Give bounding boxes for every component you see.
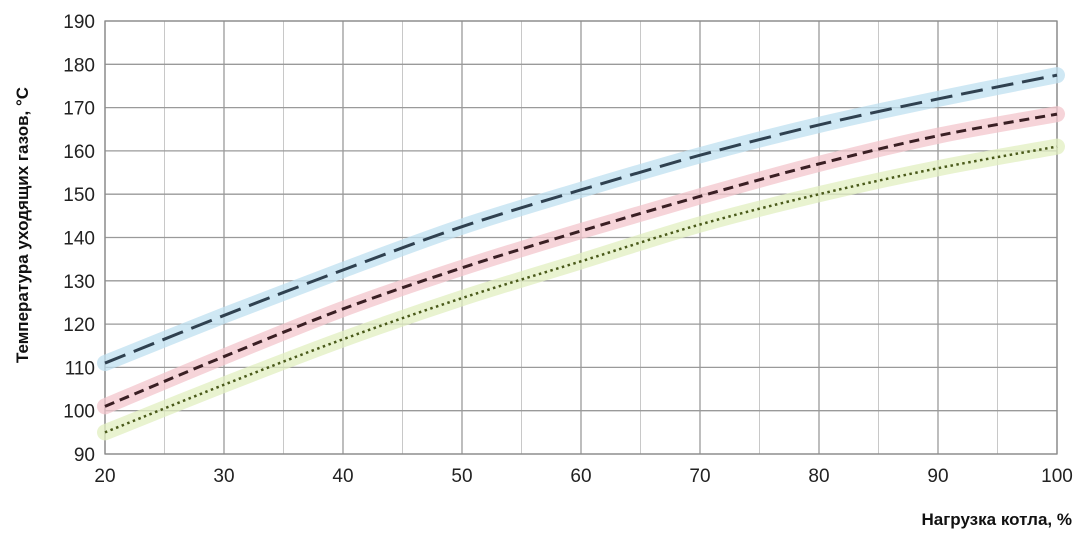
y-tick-label: 100 bbox=[63, 402, 95, 423]
y-axis-ticks: 90 100 110 120 130 140 150 160 170 180 190 bbox=[63, 12, 95, 466]
x-tick-label: 50 bbox=[451, 466, 472, 487]
series-lines-layer bbox=[104, 73, 1058, 434]
x-tick-label: 100 bbox=[1041, 466, 1073, 487]
y-tick-label: 90 bbox=[74, 445, 95, 466]
x-tick-label: 30 bbox=[213, 466, 234, 487]
plot-border bbox=[104, 20, 1058, 455]
x-tick-label: 90 bbox=[927, 466, 948, 487]
y-tick-label: 190 bbox=[63, 12, 95, 33]
plot-area bbox=[104, 20, 1058, 455]
y-tick-label: 110 bbox=[65, 358, 95, 379]
y-axis-title: Температура уходящих газов, °С bbox=[13, 87, 32, 363]
x-axis-ticks: 20 30 40 50 60 70 80 90 100 bbox=[94, 466, 1072, 487]
series-3-line bbox=[104, 145, 1058, 434]
series-1-line bbox=[104, 73, 1058, 365]
y-tick-label: 150 bbox=[63, 185, 95, 206]
y-tick-label: 160 bbox=[63, 142, 95, 163]
y-tick-label: 120 bbox=[63, 315, 95, 336]
x-tick-label: 60 bbox=[570, 466, 591, 487]
series-2-line bbox=[104, 112, 1058, 408]
x-tick-label: 20 bbox=[94, 466, 115, 487]
x-tick-label: 70 bbox=[689, 466, 710, 487]
x-tick-label: 80 bbox=[808, 466, 829, 487]
x-axis-title: Нагрузка котла, % bbox=[921, 510, 1072, 529]
y-tick-label: 170 bbox=[63, 99, 95, 120]
x-tick-label: 40 bbox=[332, 466, 353, 487]
y-tick-label: 180 bbox=[63, 55, 95, 76]
y-tick-label: 130 bbox=[63, 272, 95, 293]
y-tick-label: 140 bbox=[63, 229, 95, 250]
